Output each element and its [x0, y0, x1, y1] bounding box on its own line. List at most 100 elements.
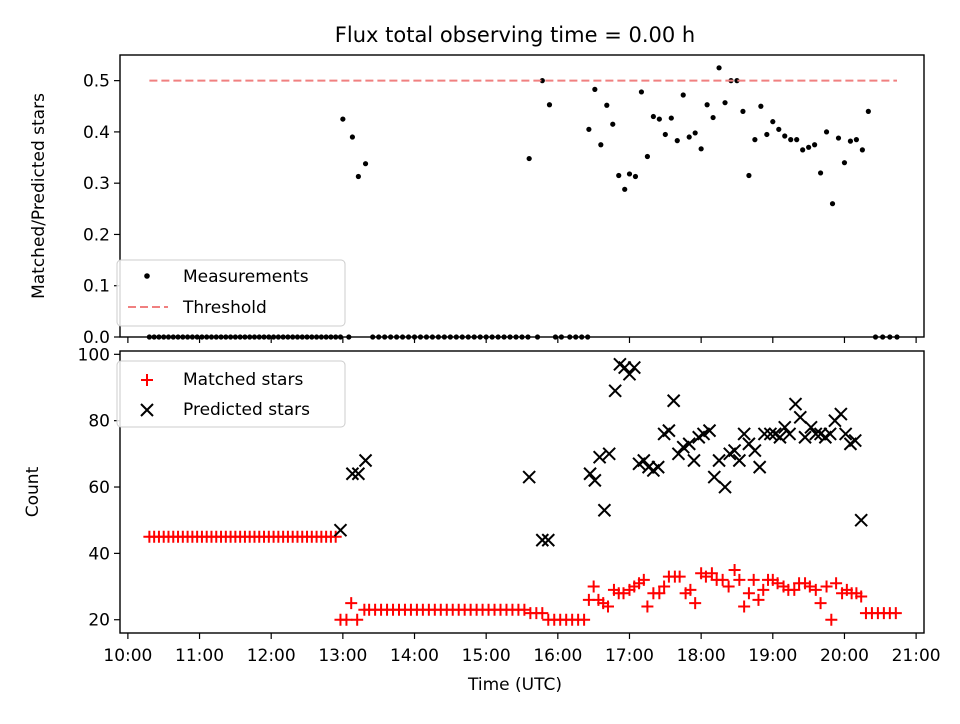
predicted-stars-point: [671, 447, 686, 461]
measurement-point: [388, 334, 394, 340]
predicted-stars-point: [541, 533, 555, 547]
matched-stars-point: [641, 600, 654, 613]
measurement-point: [558, 334, 565, 340]
measurement-point: [146, 334, 152, 340]
x-tick-label: 13:00: [318, 646, 367, 666]
measurement-point: [242, 334, 248, 340]
measurement-point: [180, 334, 186, 340]
matched-stars-point: [747, 573, 760, 586]
x-tick-label: 19:00: [748, 646, 797, 666]
predicted-stars-point: [707, 470, 721, 484]
measurement-point: [362, 161, 369, 167]
y-tick-label: 40: [88, 544, 110, 564]
measurement-point: [579, 334, 585, 340]
predicted-stars-point: [727, 443, 742, 458]
measurement-point: [213, 334, 219, 340]
predicted-stars-point: [651, 460, 665, 474]
top-y-ticks: 0.0 0.1 0.2 0.3 0.4 0.5: [83, 72, 120, 348]
x-tick-label: 12:00: [247, 646, 296, 666]
legend-predicted-label: Predicted stars: [183, 400, 310, 420]
legend-matched-label: Matched stars: [183, 370, 303, 390]
measurement-point: [429, 334, 436, 340]
measurement-point: [598, 142, 604, 148]
predicted-stars-point: [608, 384, 622, 398]
measurement-point: [847, 138, 854, 144]
measurement-point: [333, 334, 339, 340]
measurement-point: [887, 334, 893, 340]
predicted-stars-point: [522, 470, 536, 484]
bottom-panel: 20 40 60 80 100 10:00 11:00 12:00 13:00 14:00 15:…: [23, 345, 941, 695]
matched-stars-point: [809, 583, 822, 596]
measurement-point: [453, 334, 459, 340]
measurement-point: [710, 114, 716, 121]
measurement-point: [586, 126, 592, 132]
measurement-point: [740, 108, 746, 114]
measurement-point: [247, 334, 253, 340]
measurement-point: [376, 334, 382, 340]
predicted-stars-point: [752, 460, 767, 474]
predicted-stars-point: [778, 420, 792, 435]
predicted-stars-point: [809, 427, 823, 441]
measurement-point: [355, 173, 361, 180]
measurement-point: [318, 334, 324, 340]
measurement-point: [872, 334, 879, 340]
top-legend-box: [116, 259, 346, 327]
matched-stars-point: [722, 580, 735, 593]
predicted-stars-point: [763, 427, 778, 441]
predicted-stars-point: [351, 467, 366, 481]
matched-stars-point: [788, 583, 801, 596]
x-tick-label: 18:00: [677, 646, 726, 666]
measurement-point: [227, 334, 234, 340]
predicted-stars-point: [834, 407, 848, 421]
matched-stars-point: [578, 613, 591, 626]
measurement-point: [337, 334, 344, 340]
measurement-point: [237, 334, 243, 340]
measurement-point: [680, 92, 686, 98]
matched-stars-point: [673, 570, 686, 583]
measurement-point: [656, 116, 662, 122]
y-tick-label: 0.0: [83, 328, 110, 348]
measurement-point: [199, 334, 205, 340]
measurement-point: [573, 334, 579, 340]
x-tick-label: 10:00: [103, 646, 152, 666]
measurement-point: [552, 334, 559, 340]
bottom-y-axis-label: Count: [23, 466, 43, 517]
matched-stars-point: [889, 607, 902, 620]
predicted-stars-point: [618, 360, 632, 375]
measurement-point: [880, 334, 886, 340]
measurement-point: [746, 172, 752, 179]
measurement-point: [894, 334, 900, 340]
measurement-point: [382, 334, 388, 340]
matched-stars-point: [825, 613, 838, 626]
measurement-point: [261, 334, 267, 340]
predicted-stars-point: [583, 467, 597, 481]
measurement-point: [370, 334, 376, 340]
matched-stars-point: [728, 563, 741, 576]
measurement-point: [650, 113, 656, 120]
matched-stars-point: [329, 530, 342, 543]
measurement-point: [829, 201, 836, 207]
matched-stars-point: [855, 590, 868, 603]
measurement-point: [411, 334, 418, 340]
measurement-point: [525, 334, 531, 340]
measurement-point: [340, 116, 346, 122]
predicted-stars-point: [823, 427, 837, 441]
measurement-point: [151, 334, 157, 340]
measurement-point: [459, 334, 465, 340]
measurement-point: [546, 102, 553, 108]
measurement-point: [622, 186, 628, 192]
measurement-point: [270, 334, 277, 340]
predicted-stars-point: [682, 437, 696, 451]
measurement-point: [823, 129, 830, 135]
x-tick-label: 11:00: [175, 646, 224, 666]
matched-stars-point: [684, 583, 697, 596]
measurement-point: [674, 138, 680, 144]
matched-stars-point: [738, 600, 751, 613]
measurement-point: [435, 334, 441, 340]
predicted-stars-point: [597, 503, 612, 517]
measurement-point: [806, 144, 812, 150]
measurement-point: [204, 334, 210, 340]
y-tick-label: 0.1: [83, 277, 110, 297]
matched-stars-point: [757, 583, 770, 596]
